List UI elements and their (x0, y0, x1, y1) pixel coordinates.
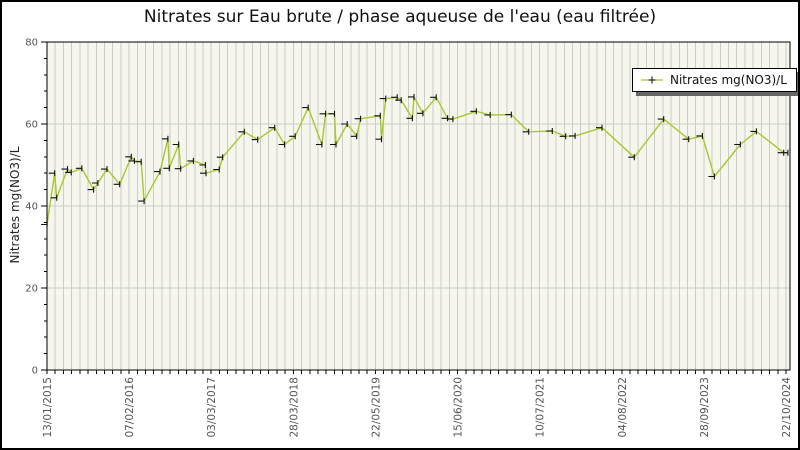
legend: Nitrates mg(NO3)/L (632, 68, 797, 92)
x-tick-label: 22/05/2019 (370, 377, 382, 438)
y-tick-labels: 0 20 40 60 80 (25, 38, 38, 377)
y-tick-label: 20 (25, 284, 38, 295)
legend-label: Nitrates mg(NO3)/L (670, 73, 787, 87)
x-tick-label: 22/10/2024 (781, 377, 793, 438)
x-tick-label: 04/08/2022 (617, 377, 629, 438)
y-tick-label: 60 (25, 120, 38, 131)
y-tick-label: 40 (25, 202, 38, 213)
data-point-markers (41, 93, 789, 228)
chart-title: Nitrates sur Eau brute / phase aqueuse d… (143, 7, 657, 27)
x-axis-ticks (46, 370, 787, 374)
x-tick-label: 10/07/2021 (535, 377, 547, 438)
y-axis-ticks (41, 41, 47, 371)
legend-series-marker-icon (641, 76, 663, 84)
horizontal-gridlines (47, 123, 790, 289)
x-tick-labels: 13/01/2015 07/02/2016 03/03/2017 28/03/2018… (42, 377, 793, 438)
x-tick-label: 15/06/2020 (453, 377, 465, 438)
x-tick-label: 03/03/2017 (206, 377, 218, 438)
x-tick-label: 28/09/2023 (699, 377, 711, 438)
x-tick-label: 13/01/2015 (42, 377, 54, 438)
y-tick-label: 0 (32, 366, 38, 377)
x-tick-label: 28/03/2018 (288, 377, 300, 438)
y-tick-label: 80 (25, 38, 38, 49)
plot-frame (46, 41, 791, 371)
x-tick-label: 07/02/2016 (124, 377, 136, 438)
